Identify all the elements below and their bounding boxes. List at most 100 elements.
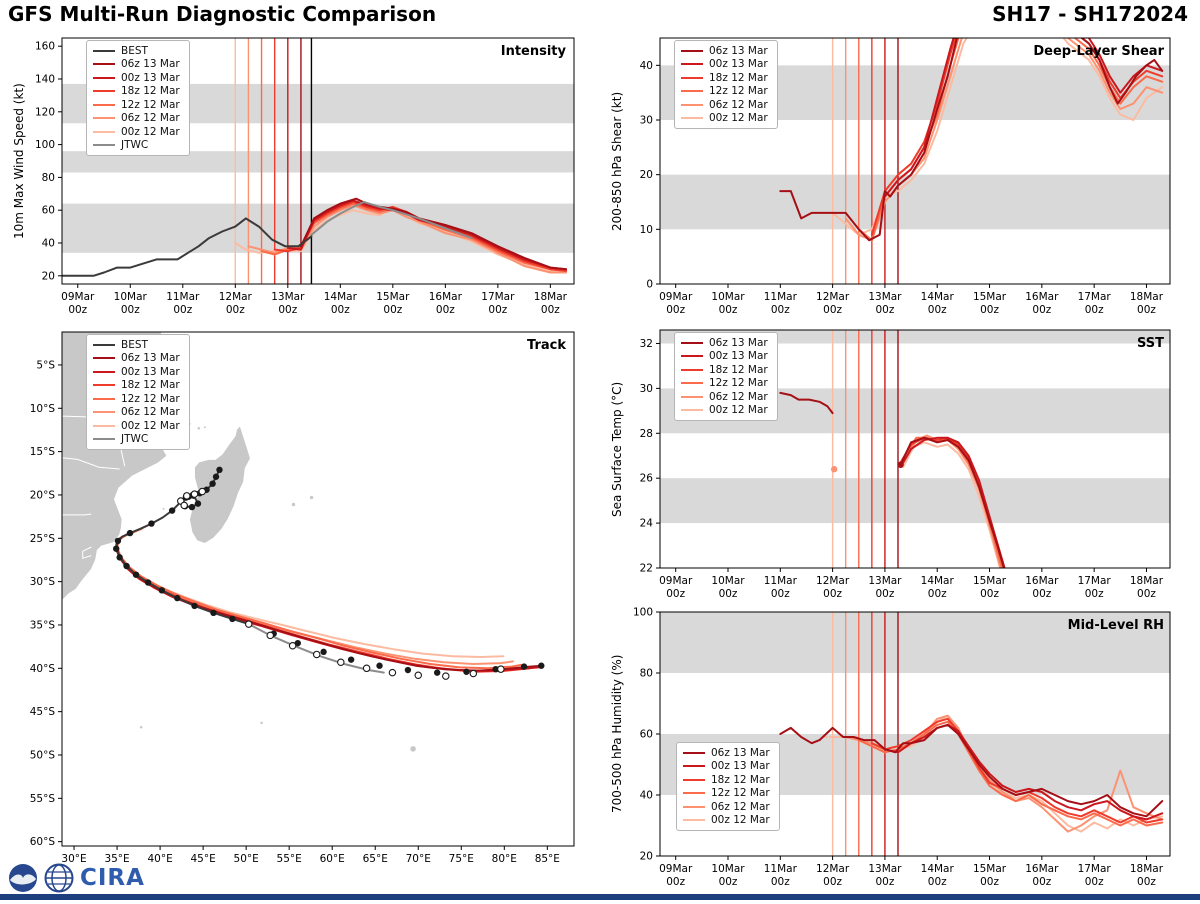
- legend-entry: 06z 12 Mar: [681, 98, 768, 112]
- svg-text:00z: 00z: [980, 876, 999, 888]
- legend-line-swatch: [93, 144, 115, 147]
- svg-text:00z: 00z: [121, 304, 140, 316]
- svg-text:17Mar: 17Mar: [1078, 863, 1112, 875]
- svg-text:09Mar: 09Mar: [659, 575, 693, 587]
- svg-text:11Mar: 11Mar: [166, 291, 200, 303]
- legend-entry: BEST: [93, 338, 180, 352]
- legend-line-swatch: [681, 49, 703, 52]
- svg-text:12Mar: 12Mar: [816, 291, 850, 303]
- svg-text:18Mar: 18Mar: [1130, 291, 1164, 303]
- legend-entry: 00z 13 Mar: [681, 350, 768, 364]
- svg-text:10Mar: 10Mar: [711, 575, 745, 587]
- legend-line-swatch: [93, 63, 115, 66]
- svg-text:40°E: 40°E: [147, 853, 172, 865]
- svg-text:00z: 00z: [928, 876, 947, 888]
- data-point-marker: [830, 466, 838, 473]
- legend-label: 00z 13 Mar: [709, 350, 768, 363]
- svg-text:80: 80: [640, 668, 653, 680]
- svg-text:14Mar: 14Mar: [921, 575, 955, 587]
- best-track-fix: [216, 466, 223, 474]
- svg-text:12Mar: 12Mar: [219, 291, 253, 303]
- svg-text:13Mar: 13Mar: [271, 291, 305, 303]
- svg-text:85°E: 85°E: [535, 853, 560, 865]
- svg-text:00z: 00z: [719, 304, 738, 316]
- svg-text:00z: 00z: [1137, 588, 1156, 600]
- legend-entry: 12z 12 Mar: [683, 787, 770, 801]
- svg-text:00z: 00z: [278, 304, 297, 316]
- track-chart-canvas: 30°E 35°E 40°E 45°E 50°E 55°E 60°E 65°E 70°E 75°E…: [30, 331, 575, 865]
- shear-panel: 0 10 20 30 40 09Mar 00z 10Mar 00z 11Mar 00z 12Mar 00…: [604, 28, 1192, 328]
- svg-text:18Mar: 18Mar: [534, 291, 568, 303]
- intensity-y-axis-label: 10m Max Wind Speed (kt): [12, 83, 26, 239]
- legend-entry: 12z 12 Mar: [681, 377, 768, 391]
- legend-entry: 12z 12 Mar: [681, 85, 768, 99]
- svg-text:22: 22: [640, 563, 653, 575]
- svg-text:11Mar: 11Mar: [764, 291, 798, 303]
- jtwc-track-fix: [288, 642, 297, 650]
- legend-line-swatch: [93, 438, 115, 441]
- legend-entry: 00z 13 Mar: [93, 365, 180, 379]
- best-track-fix: [114, 537, 122, 545]
- svg-text:30°S: 30°S: [30, 576, 56, 588]
- island: [291, 502, 296, 507]
- series-r18z12: [870, 38, 1164, 236]
- svg-text:40°S: 40°S: [30, 663, 56, 675]
- rh-panel-title: Mid-Level RH: [1067, 618, 1164, 633]
- svg-text:35°S: 35°S: [30, 619, 56, 631]
- svg-text:13Mar: 13Mar: [868, 575, 902, 587]
- legend-label: 12z 12 Mar: [709, 85, 768, 98]
- sst-legend: 06z 13 Mar 00z 13 Mar 18z 12 Mar 12z 12 Mar…: [674, 332, 778, 421]
- best-track-fix: [520, 663, 528, 670]
- jtwc-track-fix: [362, 664, 371, 673]
- legend-label: 12z 12 Mar: [711, 787, 770, 800]
- legend-entry: 18z 12 Mar: [681, 71, 768, 85]
- svg-text:00z: 00z: [436, 304, 455, 316]
- svg-text:25°S: 25°S: [30, 533, 56, 545]
- svg-text:09Mar: 09Mar: [659, 863, 693, 875]
- legend-line-swatch: [683, 765, 705, 768]
- legend-entry: 06z 12 Mar: [683, 800, 770, 814]
- legend-line-swatch: [93, 49, 115, 52]
- legend-entry: 00z 12 Mar: [681, 404, 768, 418]
- legend-entry: 06z 13 Mar: [681, 44, 768, 58]
- svg-text:10Mar: 10Mar: [114, 291, 148, 303]
- svg-text:15°S: 15°S: [30, 446, 56, 458]
- best-track-fix: [168, 507, 176, 514]
- legend-entry: 18z 12 Mar: [683, 773, 770, 787]
- legend-label: 06z 13 Mar: [711, 746, 770, 759]
- best-track-fix: [116, 554, 123, 561]
- svg-text:30: 30: [640, 383, 653, 395]
- svg-text:00z: 00z: [719, 876, 738, 888]
- track-legend: BEST 06z 13 Mar 00z 13 Mar 18z 12 Mar 12z 12…: [86, 334, 190, 450]
- svg-text:40: 40: [640, 60, 653, 72]
- svg-text:00z: 00z: [875, 876, 894, 888]
- svg-text:00z: 00z: [1137, 876, 1156, 888]
- legend-line-swatch: [681, 341, 703, 344]
- svg-text:60°S: 60°S: [30, 836, 56, 848]
- legend-label: 06z 12 Mar: [121, 112, 180, 125]
- series-r06z13: [779, 723, 1164, 818]
- legend-label: 06z 12 Mar: [709, 390, 768, 403]
- best-track-fix: [463, 668, 470, 675]
- best-track-fix: [347, 656, 355, 663]
- svg-text:00z: 00z: [771, 876, 790, 888]
- legend-line-swatch: [93, 343, 115, 346]
- svg-text:13Mar: 13Mar: [868, 291, 902, 303]
- legend-label: 18z 12 Mar: [121, 85, 180, 98]
- legend-line-swatch: [93, 370, 115, 373]
- best-track-fix: [376, 662, 383, 669]
- svg-text:17Mar: 17Mar: [1078, 575, 1112, 587]
- legend-line-swatch: [681, 395, 703, 398]
- legend-entry: 00z 13 Mar: [93, 71, 180, 85]
- legend-entry: 06z 12 Mar: [93, 112, 180, 126]
- svg-text:00z: 00z: [980, 304, 999, 316]
- svg-text:32: 32: [640, 338, 653, 350]
- legend-entry: 00z 12 Mar: [93, 419, 180, 433]
- legend-label: 18z 12 Mar: [711, 773, 770, 786]
- svg-text:70°E: 70°E: [406, 853, 431, 865]
- svg-text:30°E: 30°E: [61, 853, 86, 865]
- svg-text:140: 140: [35, 74, 55, 86]
- legend-entry: 06z 12 Mar: [681, 390, 768, 404]
- legend-line-swatch: [683, 778, 705, 781]
- legend-line-swatch: [681, 63, 703, 66]
